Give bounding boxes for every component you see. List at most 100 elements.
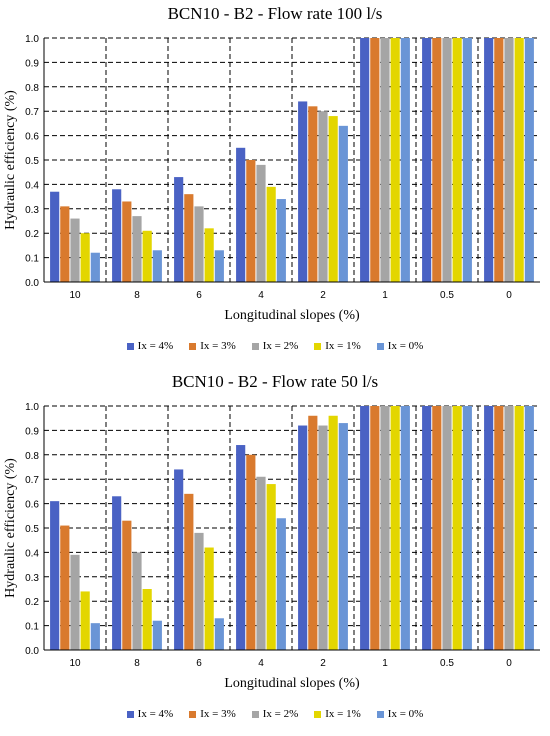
bar [256,476,266,650]
y-tick-label: 0.6 [25,500,39,511]
bar [524,38,534,282]
bar [276,518,286,650]
bar [504,38,514,282]
bar [90,623,100,650]
bar [452,406,462,650]
chart-panel-flow-50: BCN10 - B2 - Flow rate 50 l/s 0.0 0.1 0.2 0… [0,368,550,736]
x-tick-label: 1 [382,290,388,301]
bar [514,38,524,282]
bar [308,415,318,650]
y-tick-label: 0.2 [25,597,39,608]
bar [122,201,132,282]
y-tick-label: 0.0 [25,278,39,289]
bar [60,206,70,282]
bar [422,38,432,282]
bar [390,38,400,282]
bar [70,554,80,650]
bar [214,250,224,282]
bar [184,493,194,650]
bar [246,160,256,282]
legend-swatch [251,342,259,350]
legend-swatch [376,342,384,350]
bar [50,191,60,282]
bar [380,38,390,282]
legend-item: Ix = 4% [126,708,173,720]
x-tick-label: 1 [382,658,388,669]
y-tick-label: 0.5 [25,156,39,167]
bar [236,445,246,650]
legend-item: Ix = 2% [251,340,298,352]
bar [112,496,122,650]
y-tick-label: 1.0 [25,34,39,45]
bar [266,484,276,650]
chart-legend: Ix = 4% Ix = 3% Ix = 2% Ix = 1% Ix = 0% [0,708,550,720]
legend-swatch [251,710,259,718]
bar [132,552,142,650]
bar [390,406,400,650]
bar [328,116,338,282]
x-tick-label: 6 [196,290,202,301]
y-tick-label: 0.1 [25,254,39,265]
bar [494,38,504,282]
x-axis-label: Longitudinal slopes (%) [224,308,360,323]
bar [246,454,256,650]
x-axis-label: Longitudinal slopes (%) [224,676,360,691]
bar [214,618,224,650]
legend-label: Ix = 3% [200,708,236,720]
bar [360,406,370,650]
bar [462,38,472,282]
bar [204,547,214,650]
bar [452,38,462,282]
legend-item: Ix = 1% [314,340,361,352]
x-tick-label: 2 [320,658,326,669]
bar [194,206,204,282]
bar [152,620,162,650]
bar [174,469,184,650]
bar [60,525,70,650]
y-tick-label: 0.7 [25,107,39,118]
legend-swatch [314,710,322,718]
legend-swatch [189,710,197,718]
x-tick-label: 0.5 [440,658,454,669]
bar-chart-flow-100: 0.00.10.20.30.40.50.60.70.80.91.010 8 6 4 2 1… [3,34,540,323]
x-tick-label: 10 [69,290,81,301]
bar [370,38,380,282]
bar [132,216,142,282]
legend-label: Ix = 4% [137,340,174,352]
legend-item: Ix = 3% [189,708,236,720]
y-tick-label: 0.8 [25,83,39,94]
bar [442,38,452,282]
bar [80,233,90,282]
bar [142,589,152,650]
bar [276,199,286,282]
legend-swatch [314,342,322,350]
bar [70,218,80,282]
bar [400,406,410,650]
bar [266,186,276,282]
legend-item: Ix = 3% [189,340,236,352]
y-tick-label: 0.7 [25,475,39,486]
y-tick-label: 0.1 [25,622,39,633]
bar [422,406,432,650]
legend-swatch [376,710,384,718]
chart-panel-flow-100: BCN10 - B2 - Flow rate 100 l/s 0.0 0.1 0.2… [0,4,550,352]
bar [122,520,132,650]
y-tick-label: 0.2 [25,229,39,240]
legend-swatch [126,710,134,718]
legend-item: Ix = 0% [376,340,423,352]
bar [112,189,122,282]
bar [338,423,348,650]
y-axis-label: Hydraulic efficiency (%) [3,90,18,230]
bar [494,406,504,650]
bar [184,194,194,282]
chart-legend: Ix = 4% Ix = 3% Ix = 2% Ix = 1% Ix = 0% [0,340,550,352]
bar [514,406,524,650]
bar [432,406,442,650]
x-tick-label: 4 [258,658,264,669]
bar [152,250,162,282]
legend-swatch [189,342,197,350]
y-tick-label: 0.0 [25,646,39,657]
chart-title: BCN10 - B2 - Flow rate 50 l/s [171,372,379,391]
y-tick-label: 0.9 [25,426,39,437]
bar [484,406,494,650]
